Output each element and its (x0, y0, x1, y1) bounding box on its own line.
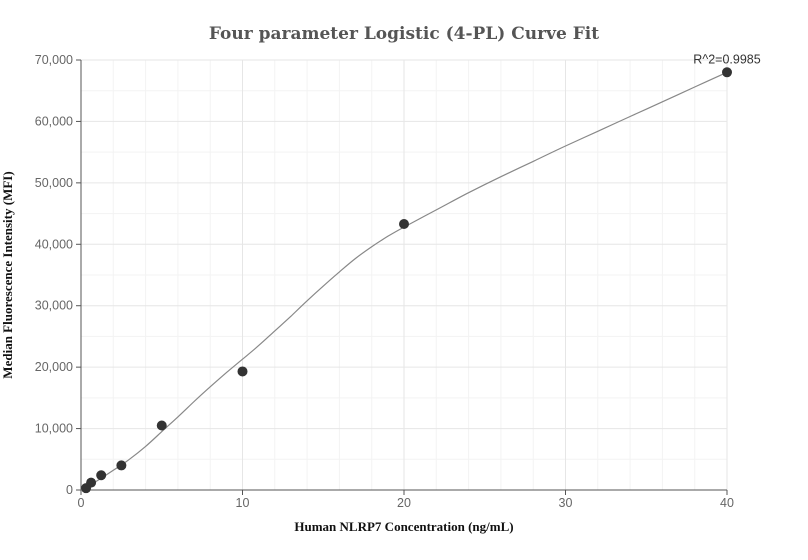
y-tick-label: 10,000 (35, 422, 73, 436)
y-tick-label: 20,000 (35, 360, 73, 374)
y-tick-label: 60,000 (35, 114, 73, 128)
x-tick-label: 20 (397, 496, 411, 510)
y-axis-title: Median Fluorescence Intensity (MFI) (0, 171, 15, 378)
data-point (116, 460, 127, 471)
x-tick-label: 30 (559, 496, 573, 510)
y-tick-label: 0 (66, 483, 73, 497)
y-tick-label: 30,000 (35, 299, 73, 313)
data-point (237, 366, 248, 377)
data-point (399, 219, 409, 230)
y-tick-label: 70,000 (35, 53, 73, 67)
data-point (722, 67, 732, 78)
major-gridlines (81, 59, 728, 490)
fit-curve (80, 71, 728, 491)
data-points (81, 67, 732, 494)
x-tick-label: 0 (78, 496, 85, 510)
y-tick-label: 40,000 (35, 237, 73, 251)
data-point (96, 470, 107, 481)
y-axis-ticks: 0 10,000 20,000 30,000 40,000 50,000 60,000 70,… (35, 53, 81, 497)
data-point (156, 420, 167, 431)
data-point (86, 477, 97, 488)
y-tick-label: 50,000 (35, 176, 73, 190)
r-squared-annotation: R^2=0.9985 (693, 52, 760, 66)
x-axis-title: Human NLRP7 Concentration (ng/mL) (294, 519, 513, 534)
x-tick-label: 40 (720, 496, 734, 510)
chart-title: Four parameter Logistic (4-PL) Curve Fit (209, 24, 599, 44)
x-axis-ticks: 0 10 20 30 40 (78, 490, 734, 510)
x-tick-label: 10 (236, 496, 250, 510)
